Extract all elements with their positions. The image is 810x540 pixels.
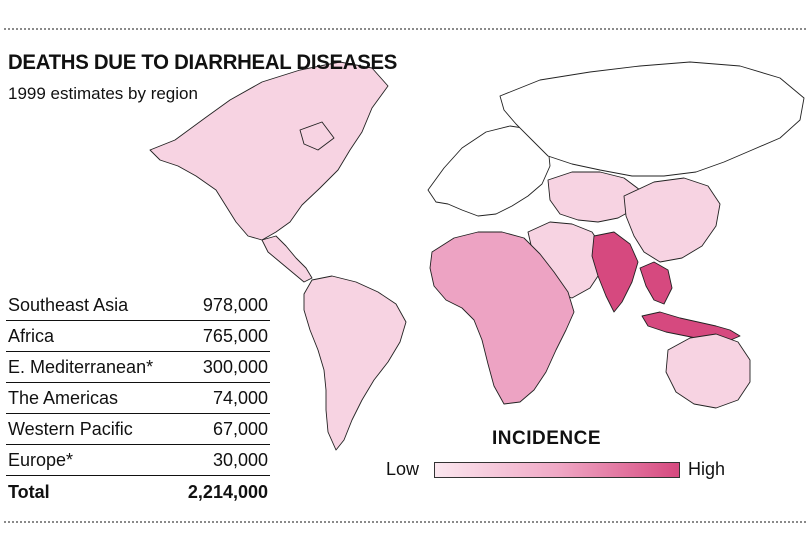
region-name: Western Pacific xyxy=(6,413,175,445)
death-count: 30,000 xyxy=(174,444,270,476)
deaths-table: Southeast Asia 978,000 Africa 765,000 E. Med… xyxy=(6,290,270,508)
region-southeast-asia xyxy=(639,261,673,305)
table-row: Western Pacific 67,000 xyxy=(6,413,270,445)
death-count: 978,000 xyxy=(174,290,270,321)
region-name: Africa xyxy=(6,320,175,352)
chart-title: DEATHS DUE TO DIARRHEAL DISEASES xyxy=(8,51,398,74)
total-label: Total xyxy=(8,481,50,502)
region-name: The Americas xyxy=(6,382,175,414)
total-row: Total 2,214,000 xyxy=(6,476,270,509)
region-europe xyxy=(427,125,551,217)
table-row: Africa 765,000 xyxy=(6,320,270,352)
region-australia xyxy=(665,333,751,409)
chart-subtitle: 1999 estimates by region xyxy=(8,84,198,103)
region-central-america xyxy=(261,235,313,283)
table-row: The Americas 74,000 xyxy=(6,382,270,414)
table-row: Europe* 30,000 xyxy=(6,444,270,476)
region-name: E. Mediterranean* xyxy=(6,351,175,383)
legend-high-label: High xyxy=(688,459,726,479)
region-name: Southeast Asia xyxy=(6,290,175,321)
incidence-gradient-bar xyxy=(434,462,680,478)
death-count: 67,000 xyxy=(174,413,270,445)
table-row: E. Mediterranean* 300,000 xyxy=(6,351,270,383)
region-north-america xyxy=(149,61,389,241)
table-row: Southeast Asia 978,000 xyxy=(6,290,270,321)
region-india xyxy=(591,231,639,313)
death-count: 765,000 xyxy=(174,320,270,352)
legend-low-label: Low xyxy=(386,459,420,479)
death-count: 300,000 xyxy=(174,351,270,383)
legend-title: INCIDENCE xyxy=(492,428,602,449)
top-dotted-rule xyxy=(4,28,806,30)
total-value: 2,214,000 xyxy=(187,481,268,502)
region-name: Europe* xyxy=(6,444,175,476)
region-china xyxy=(623,177,721,263)
region-africa xyxy=(429,231,575,405)
region-russia xyxy=(499,61,805,177)
death-count: 74,000 xyxy=(174,382,270,414)
region-south-america xyxy=(303,275,407,451)
bottom-dotted-rule xyxy=(4,521,806,523)
